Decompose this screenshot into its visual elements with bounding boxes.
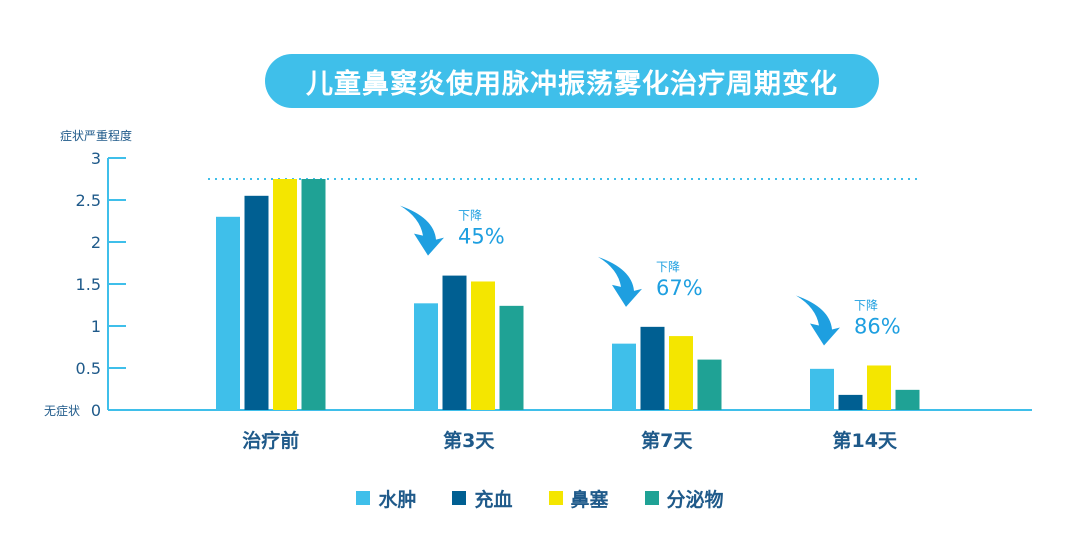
- bar-水肿-第7天: [612, 343, 636, 410]
- y-tick-label: 3: [91, 149, 101, 168]
- bar-分泌物-第7天: [697, 359, 722, 410]
- bar-鼻塞-第7天: [669, 336, 693, 410]
- y-tick-label: 2: [91, 233, 101, 252]
- legend-item: 分泌物: [644, 485, 724, 512]
- legend-label: 充血: [474, 488, 513, 511]
- y-tick-label: 2.5: [76, 191, 101, 210]
- legend-item: 水肿: [356, 485, 416, 512]
- arrow-down-icon: [400, 205, 444, 256]
- annotation-value: 67%: [656, 276, 703, 300]
- bar-分泌物-第14天: [895, 389, 920, 410]
- legend-label: 鼻塞: [570, 488, 609, 511]
- bar-水肿-第3天: [414, 303, 438, 410]
- y-tick-label: 0: [91, 401, 101, 420]
- category-label: 第7天: [641, 429, 693, 452]
- arrow-down-icon: [598, 256, 642, 307]
- bar-鼻塞-治疗前: [273, 179, 297, 410]
- legend-swatch: [644, 491, 659, 505]
- legend-label: 分泌物: [666, 488, 724, 511]
- legend-label: 水肿: [378, 488, 417, 511]
- annotation-label: 下降: [656, 260, 680, 274]
- bar-充血-第7天: [640, 326, 665, 410]
- bar-充血-第14天: [838, 394, 863, 410]
- annotation-value: 86%: [854, 314, 901, 338]
- annotation-label: 下降: [458, 209, 482, 223]
- bar-鼻塞-第3天: [471, 281, 495, 410]
- bar-分泌物-第3天: [499, 305, 524, 410]
- bar-鼻塞-第14天: [867, 365, 891, 410]
- legend-swatch: [452, 491, 467, 505]
- y-tick-label: 0.5: [76, 359, 101, 378]
- bar-充血-第3天: [442, 275, 467, 410]
- bar-充血-治疗前: [244, 195, 269, 410]
- bar-chart: 症状严重程度 0 无症状 0.5 1 1.5 2 2.5 3 治疗前 第3天 第7天 第14天 下降 45%…: [44, 128, 1032, 452]
- legend-swatch: [356, 491, 371, 505]
- chart-title-pill: 儿童鼻窦炎使用脉冲振荡雾化治疗周期变化: [265, 54, 879, 108]
- y-tick-label: 1: [91, 317, 101, 336]
- legend-item: 鼻塞: [548, 485, 609, 512]
- annotation-value: 45%: [458, 225, 505, 249]
- chart-title: 儿童鼻窦炎使用脉冲振荡雾化治疗周期变化: [306, 68, 838, 100]
- arrow-down-icon: [796, 295, 840, 346]
- category-label: 治疗前: [242, 429, 299, 452]
- chart-legend: 水肿 充血 鼻塞 分泌物: [0, 483, 1080, 513]
- y-tick-prefix: 无症状: [44, 403, 80, 418]
- bar-水肿-第14天: [810, 368, 834, 410]
- y-tick-label: 1.5: [76, 275, 101, 294]
- bar-分泌物-治疗前: [301, 179, 326, 410]
- category-label: 第3天: [443, 429, 495, 452]
- legend-item: 充血: [452, 485, 513, 512]
- y-axis-title: 症状严重程度: [60, 128, 132, 143]
- legend-swatch: [548, 491, 563, 505]
- annotation-label: 下降: [854, 298, 878, 312]
- bar-水肿-治疗前: [216, 216, 240, 410]
- category-label: 第14天: [833, 429, 898, 452]
